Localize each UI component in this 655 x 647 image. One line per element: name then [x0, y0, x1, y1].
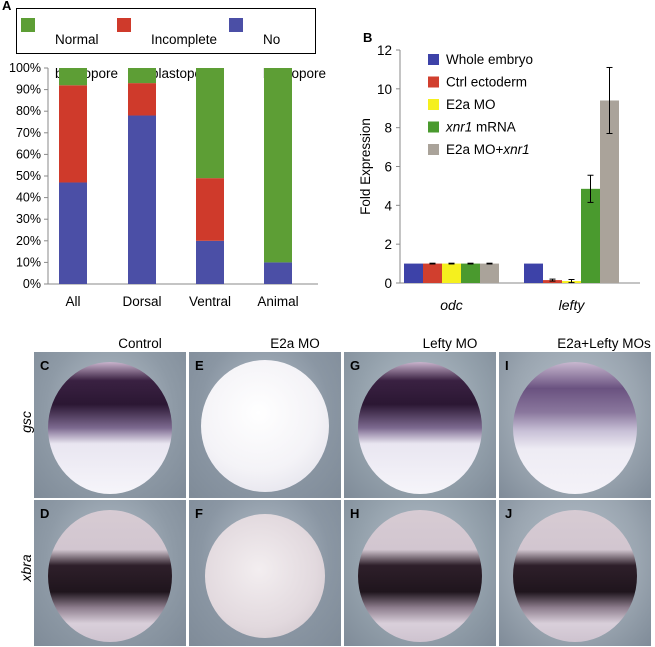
chart-b: 0 2 4 6 8 10 12 Fold Expression odc lefty Whole em… [358, 43, 640, 313]
embryo-photo: H [344, 500, 496, 646]
chart-b-legend-swatch [428, 76, 439, 88]
chart-b-bar [600, 100, 619, 283]
chart-b-bar [423, 263, 442, 283]
column-label-control: Control [118, 336, 162, 351]
embryo [48, 510, 172, 642]
chart-b-category-label: lefty [559, 297, 586, 313]
chart-b-bar [442, 263, 461, 283]
embryo-photo: F [189, 500, 341, 646]
chart-b-legend-swatch [428, 144, 439, 155]
legend-swatch-normal [21, 18, 35, 32]
chart-a-bar-segment [264, 68, 292, 263]
chart-b-ytick-label: 4 [384, 198, 392, 213]
chart-a-bar-segment [196, 178, 224, 241]
embryo [48, 362, 172, 494]
row-label-xbra: xbra [18, 554, 34, 582]
embryo [358, 510, 482, 642]
chart-b-ytick-label: 10 [377, 82, 392, 97]
chart-a-category-label: All [65, 294, 80, 309]
photo-panel-letter: F [195, 506, 203, 521]
chart-a-ytick-label: 80% [16, 104, 41, 118]
chart-a-category-label: Animal [257, 294, 298, 309]
legend-swatch-incomplete [117, 18, 131, 32]
chart-a-bar-segment [196, 240, 224, 284]
chart-b-ytick-label: 8 [384, 121, 392, 136]
chart-b-ytick-label: 0 [384, 276, 392, 291]
photo-panel-letter: H [350, 506, 360, 521]
chart-a-ytick-label: 0% [23, 277, 41, 291]
embryo-photo: J [499, 500, 651, 646]
chart-a-ytick-label: 30% [16, 212, 41, 226]
photo-panel-letter: J [505, 506, 513, 521]
chart-b-legend-swatch [428, 54, 439, 65]
legend-label-normal-line1: Normal [55, 32, 99, 47]
column-label-lefty-mo: Lefty MO [422, 336, 478, 351]
chart-a-ytick-label: 100% [9, 61, 41, 75]
photo-panel-letter: D [40, 506, 50, 521]
embryo-photo: E [189, 352, 341, 498]
chart-b-bar [524, 263, 543, 283]
chart-b-bar [480, 263, 499, 283]
photo-panel-letter: G [350, 358, 361, 373]
column-label-e2a-mo: E2a MO [270, 336, 320, 351]
embryo [205, 514, 325, 638]
chart-a-ytick-label: 50% [16, 169, 41, 183]
chart-b-ylabel: Fold Expression [358, 118, 373, 215]
embryo-photo: D [34, 500, 186, 646]
chart-a-bar-segment [128, 83, 156, 116]
chart-b-legend-swatch [428, 99, 439, 110]
chart-a-ytick-label: 70% [16, 126, 41, 140]
embryo [358, 362, 482, 494]
embryo-photo: G [344, 352, 496, 498]
chart-a-ytick-label: 40% [16, 191, 41, 205]
chart-a-legend: Normal blastopore Incomplete blastopore … [16, 8, 326, 81]
row-label-gsc: gsc [18, 411, 34, 433]
chart-a-ytick-label: 60% [16, 147, 41, 161]
embryo [513, 362, 637, 494]
legend-swatch-none [229, 18, 243, 32]
chart-b-legend-label: E2a MO+xnr1 [446, 142, 530, 157]
chart-b-legend-label: Ctrl ectoderm [446, 75, 527, 90]
chart-b-category-label: odc [440, 297, 463, 313]
chart-a-bar-segment [196, 68, 224, 179]
chart-a-ytick-label: 20% [16, 234, 41, 248]
chart-b-bar [461, 263, 480, 283]
chart-b-ytick-label: 6 [384, 160, 392, 175]
chart-a-bar-segment [59, 85, 87, 183]
embryo [201, 360, 329, 492]
chart-a-bar-segment [128, 68, 156, 84]
chart-b-ytick-label: 2 [384, 237, 392, 252]
chart-a-bar-segment [59, 68, 87, 86]
chart-b-bar [404, 263, 423, 283]
chart-a-ytick-label: 10% [16, 255, 41, 269]
photo-panel-letter: E [195, 358, 204, 373]
chart-b-bar [581, 188, 600, 283]
chart-a-bar-segment [264, 262, 292, 284]
chart-a: 0% 10% 20% 30% 40% 50% 60% 70% 80% 90% 100% All Dors… [9, 61, 318, 309]
column-label-e2a-lefty-mos: E2a+Lefty MOs [557, 336, 651, 351]
legend-label-incomplete-line1: Incomplete [151, 32, 218, 47]
panel-letter-b: B [363, 30, 373, 45]
chart-b-legend-label: xnr1 mRNA [445, 120, 516, 135]
chart-b-legend-label: Whole embryo [446, 52, 533, 67]
chart-a-bar-segment [128, 115, 156, 284]
chart-b-legend-label: E2a MO [446, 97, 496, 112]
embryo [513, 510, 637, 642]
photo-panel-letter: I [505, 358, 509, 373]
chart-a-category-label: Ventral [189, 294, 231, 309]
embryo-photo: I [499, 352, 651, 498]
legend-label-none-line1: No [263, 32, 281, 47]
photo-panel-letter: C [40, 358, 50, 373]
chart-a-ytick-label: 90% [16, 83, 41, 97]
chart-b-legend-swatch [428, 121, 439, 133]
chart-a-bar-segment [59, 182, 87, 284]
chart-a-category-label: Dorsal [122, 294, 161, 309]
chart-b-ytick-label: 12 [377, 43, 392, 58]
panel-letter-a: A [2, 0, 12, 13]
embryo-photo: C [34, 352, 186, 498]
